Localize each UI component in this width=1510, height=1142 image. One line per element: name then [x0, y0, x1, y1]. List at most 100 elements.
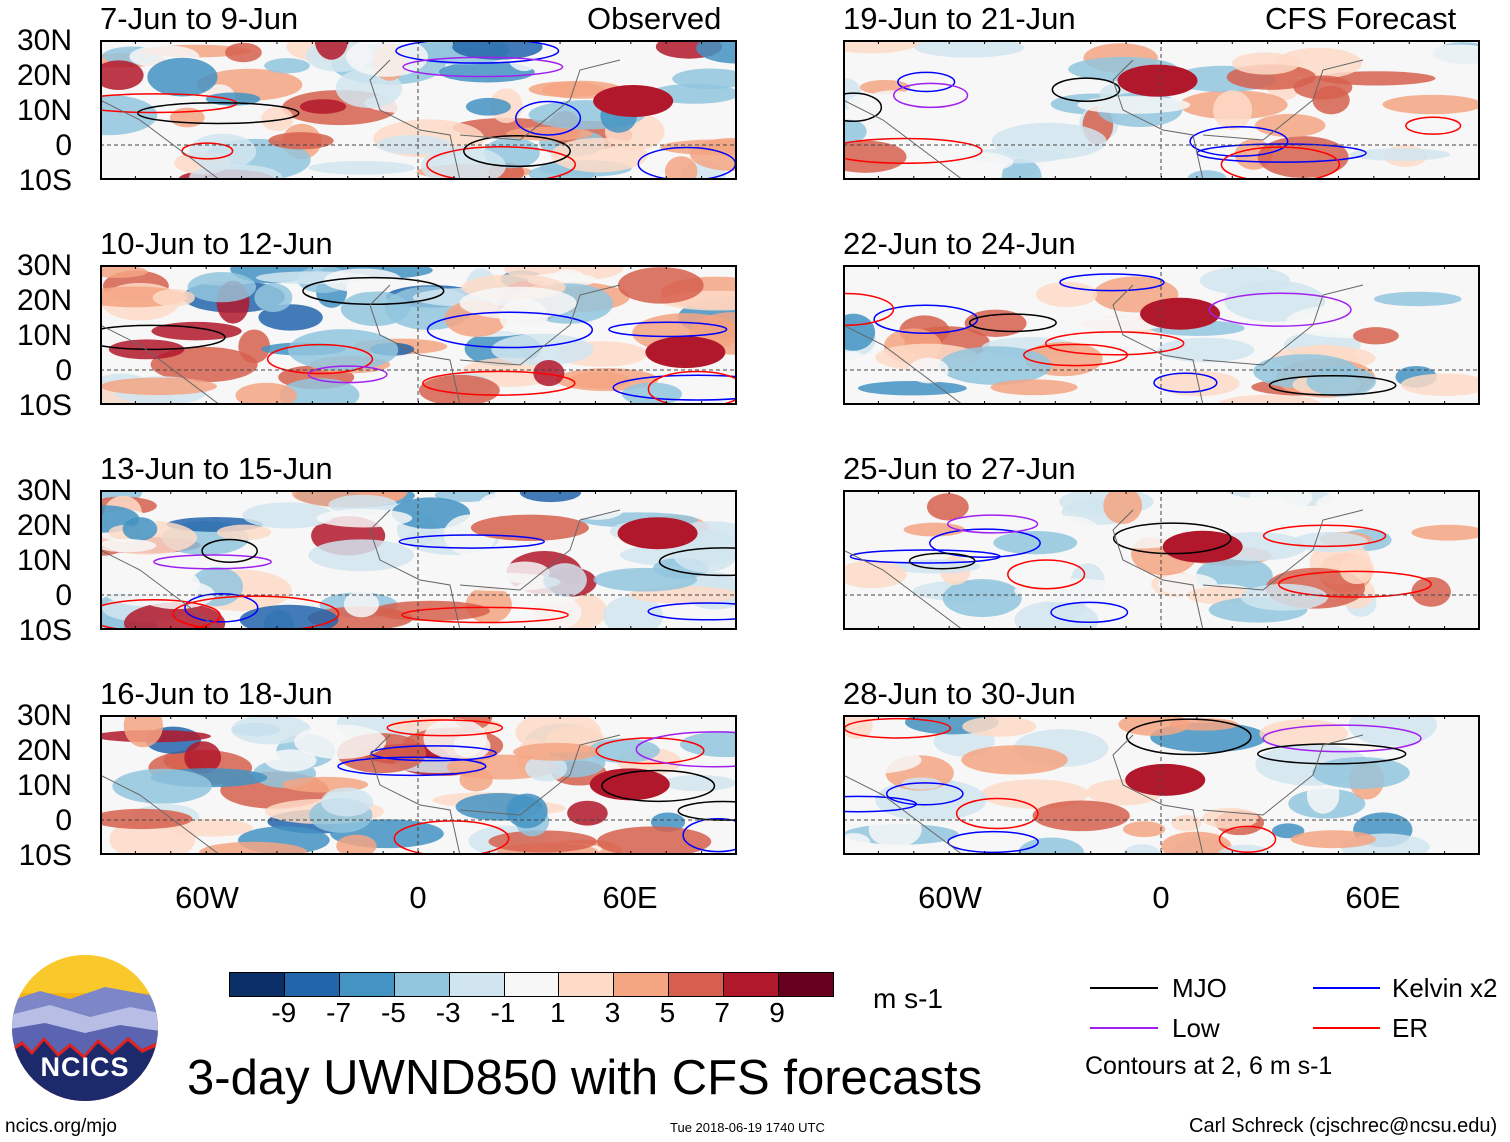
lat-label: 10N — [16, 319, 72, 352]
contour-line — [1405, 116, 1462, 135]
footer-credit: Carl Schreck (cjschrec@ncsu.edu) — [1189, 1115, 1498, 1137]
panel-title: 7-Jun to 9-Jun — [100, 1, 299, 36]
wind-anomaly-core — [1140, 297, 1221, 330]
colorbar — [229, 972, 834, 997]
wind-anomaly-shading — [908, 357, 949, 384]
lat-label: 0 — [55, 804, 72, 837]
wind-anomaly-shading — [587, 738, 660, 764]
contour-line — [1262, 524, 1387, 548]
colorbar-swatch — [778, 973, 833, 996]
wind-anomaly-shading — [100, 94, 158, 136]
wind-anomaly-shading — [420, 146, 506, 180]
wind-anomaly-shading — [938, 346, 1052, 385]
colorbar-tick-label: -9 — [271, 997, 297, 1028]
contour-line — [885, 782, 964, 806]
wind-anomaly-core — [617, 517, 698, 550]
wind-anomaly-core — [589, 768, 670, 801]
wind-anomaly-shading — [308, 160, 416, 175]
contour-line — [402, 56, 564, 78]
wind-anomaly-shading — [314, 40, 349, 60]
contour-line — [595, 737, 705, 765]
wind-anomaly-shading — [340, 291, 411, 327]
contour-line — [1007, 559, 1086, 590]
lon-label: 60E — [602, 880, 658, 915]
legend-low-line — [1090, 1027, 1158, 1029]
legend-er-label: ER — [1392, 1013, 1429, 1043]
wind-anomaly-shading — [336, 834, 377, 855]
wind-anomaly-shading — [567, 800, 608, 826]
legend-kelvin-line — [1313, 987, 1380, 989]
wind-anomaly-shading — [942, 578, 1022, 618]
lat-label: 20N — [16, 284, 72, 317]
wind-anomaly-shading — [100, 538, 157, 553]
wind-anomaly-shading — [465, 97, 511, 116]
legend-kelvin-label: Kelvin x2 — [1392, 973, 1498, 1003]
lat-label: 10S — [18, 389, 72, 422]
contour-line — [386, 719, 504, 737]
wind-anomaly-shading — [843, 833, 871, 852]
wind-anomaly-shading — [515, 593, 582, 630]
colorbar-swatch — [613, 973, 669, 996]
wind-anomaly-shading — [1171, 815, 1202, 832]
contour-line — [1153, 372, 1218, 393]
wind-anomaly-core — [1117, 64, 1198, 97]
colorbar-tick-label: 9 — [769, 997, 785, 1028]
panel-frame — [843, 715, 1480, 855]
wind-anomaly-shading — [1400, 501, 1480, 524]
wind-anomaly-shading — [1218, 844, 1272, 855]
panel-frame — [100, 40, 737, 180]
footer-url[interactable]: ncics.org/mjo — [5, 1116, 117, 1137]
coastline — [100, 59, 621, 180]
wind-anomaly-shading — [434, 490, 497, 503]
map-panel — [100, 265, 737, 405]
map-panel — [100, 40, 737, 180]
contour-line — [1112, 522, 1232, 555]
contour-line — [1059, 273, 1165, 292]
wind-anomaly-core — [593, 84, 674, 117]
wind-anomaly-shading — [1411, 577, 1451, 607]
wind-anomaly-shading — [239, 604, 339, 630]
wind-anomaly-shading — [1254, 113, 1326, 138]
lat-label: 0 — [55, 579, 72, 612]
wind-anomaly-shading — [519, 490, 582, 503]
wind-anomaly-shading — [1103, 490, 1143, 525]
contour-line — [100, 598, 221, 630]
wind-anomaly-shading — [843, 745, 922, 775]
colorbar-units: m s-1 — [873, 983, 943, 1014]
lat-label: 0 — [55, 354, 72, 387]
map-panel — [843, 490, 1480, 630]
wind-anomaly-shading — [477, 492, 522, 521]
map-panel — [843, 265, 1480, 405]
contour-line — [601, 769, 716, 803]
wind-anomaly-shading — [1218, 394, 1321, 405]
wind-anomaly-shading — [1316, 490, 1423, 517]
contour-line — [892, 82, 969, 109]
contour-line — [266, 343, 374, 375]
colorbar-tick-label: 5 — [659, 997, 676, 1028]
wind-anomaly-shading — [287, 329, 399, 371]
wind-anomaly-shading — [843, 140, 907, 173]
wind-anomaly-shading — [843, 351, 871, 385]
wind-anomaly-shading — [1327, 288, 1374, 307]
wind-anomaly-shading — [418, 374, 500, 405]
contour-line — [100, 324, 226, 351]
wind-anomaly-shading — [123, 715, 163, 748]
wind-anomaly-shading — [1339, 555, 1375, 585]
contour-line — [172, 595, 340, 630]
colorbar-swatch — [668, 973, 724, 996]
wind-anomaly-shading — [610, 490, 673, 507]
contour-line — [947, 830, 1039, 854]
colorbar-tick-label: -5 — [380, 997, 406, 1028]
contour-line — [1208, 292, 1352, 327]
contour-line — [897, 71, 956, 93]
lat-label: 10S — [18, 614, 72, 647]
panel-title: 22-Jun to 24-Jun — [843, 226, 1076, 261]
wind-anomaly-shading — [265, 749, 317, 772]
wind-anomaly-shading — [1062, 318, 1164, 332]
colorbar-tick-label: 7 — [714, 997, 730, 1028]
wind-anomaly-shading — [690, 137, 737, 171]
wind-anomaly-shading — [299, 99, 347, 114]
wind-anomaly-core — [1162, 530, 1243, 563]
contour-line — [401, 606, 569, 624]
wind-anomaly-shading — [453, 732, 491, 759]
